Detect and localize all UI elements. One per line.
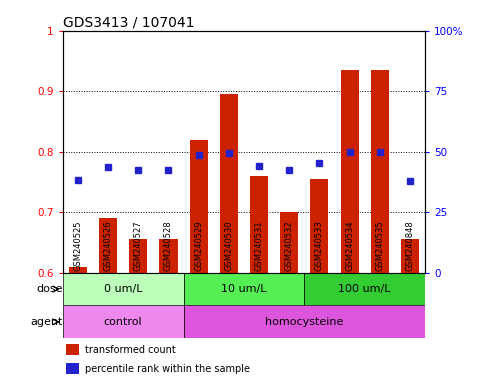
Bar	[67, 344, 79, 356]
Bar	[63, 273, 184, 306]
Text: GSM240533: GSM240533	[315, 220, 324, 271]
Text: agent: agent	[30, 317, 63, 327]
Text: transformed count: transformed count	[85, 345, 175, 355]
Text: GSM240525: GSM240525	[73, 220, 83, 271]
Bar	[311, 179, 328, 273]
Text: GSM240528: GSM240528	[164, 220, 173, 271]
Bar	[99, 218, 117, 273]
Text: GSM240531: GSM240531	[255, 220, 264, 271]
Bar	[401, 239, 419, 273]
Text: GDS3413 / 107041: GDS3413 / 107041	[63, 16, 194, 30]
Bar	[159, 239, 178, 273]
Text: GSM240532: GSM240532	[284, 220, 294, 271]
Bar	[129, 239, 147, 273]
Text: GSM240534: GSM240534	[345, 220, 354, 271]
Text: homocysteine: homocysteine	[265, 317, 343, 327]
Text: 0 um/L: 0 um/L	[104, 284, 142, 294]
Bar	[69, 266, 87, 273]
Bar	[341, 70, 358, 273]
Bar	[184, 306, 425, 338]
Text: percentile rank within the sample: percentile rank within the sample	[85, 364, 250, 374]
Bar	[184, 273, 304, 306]
Text: 100 um/L: 100 um/L	[339, 284, 391, 294]
Text: GSM240848: GSM240848	[405, 220, 414, 271]
Text: 10 um/L: 10 um/L	[221, 284, 267, 294]
Bar	[280, 212, 298, 273]
Text: GSM240529: GSM240529	[194, 220, 203, 271]
Text: GSM240526: GSM240526	[103, 220, 113, 271]
Bar	[67, 363, 79, 374]
Bar	[220, 94, 238, 273]
Text: control: control	[104, 317, 142, 327]
Text: dose: dose	[36, 284, 63, 294]
Text: GSM240535: GSM240535	[375, 220, 384, 271]
Bar	[250, 176, 268, 273]
Bar	[63, 306, 184, 338]
Text: GSM240527: GSM240527	[134, 220, 143, 271]
Bar	[371, 70, 389, 273]
Bar	[189, 139, 208, 273]
Bar	[304, 273, 425, 306]
Text: GSM240530: GSM240530	[224, 220, 233, 271]
